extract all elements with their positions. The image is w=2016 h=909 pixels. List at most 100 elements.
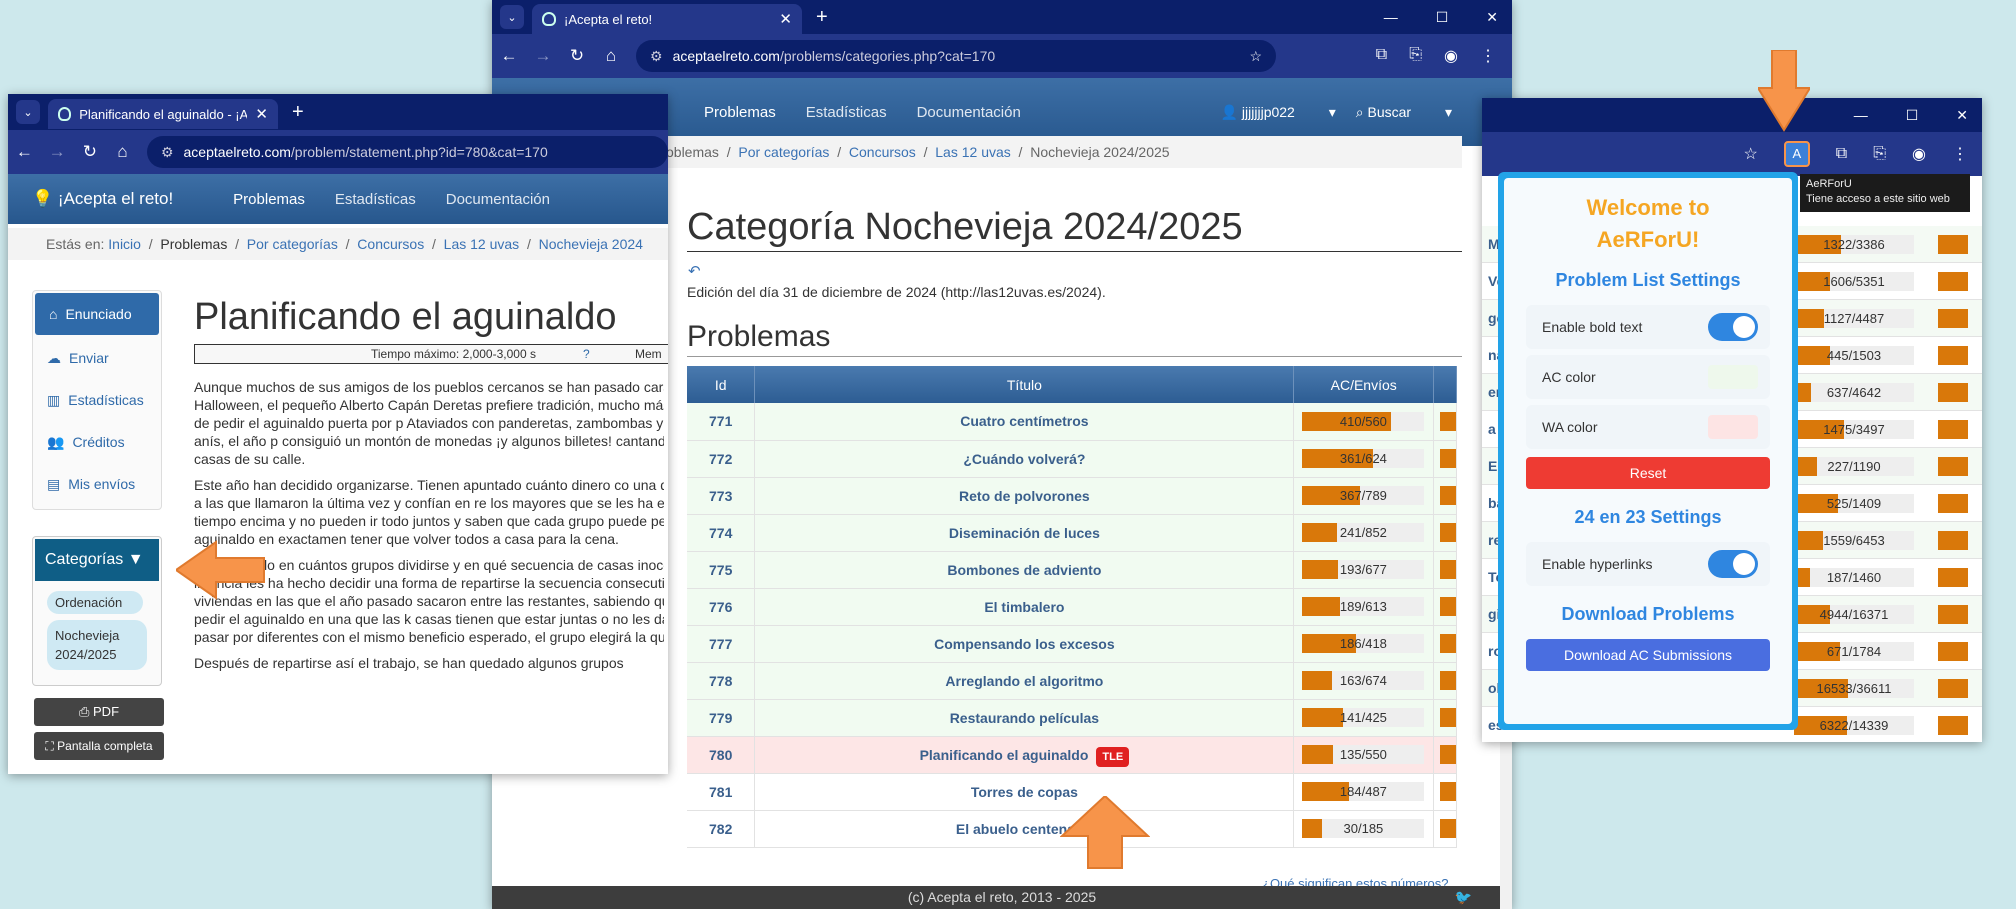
home-icon[interactable]: ⌂ [605,46,617,65]
problem-title-link[interactable]: Torres de copas [970,783,1078,800]
problem-title-cell[interactable]: Diseminación de luces [754,514,1295,552]
back-link-icon[interactable]: ↶ [688,263,701,280]
profile-icon[interactable]: ◉ [1912,146,1926,163]
brand-link[interactable]: 💡 ¡Acepta el reto! [32,189,174,208]
table-row[interactable]: 775 Bombones de adviento 193/677 [687,551,1457,589]
categories-toggle[interactable]: Categorías ▼ [35,539,159,581]
problem-id[interactable]: 771 [687,403,756,441]
extensions-icon[interactable]: ⧉ [1375,46,1388,63]
aerforu-extension-icon[interactable]: A [1783,141,1810,167]
enable-bold-toggle[interactable] [1708,313,1758,341]
pdf-button[interactable]: ⎙ PDF [34,698,164,726]
tab-search-button[interactable]: ⌄ [16,100,40,124]
breadcrumb-las12uvas[interactable]: Las 12 uvas [935,144,1011,160]
close-tab-icon[interactable]: ✕ [255,106,268,123]
tab-statement[interactable]: Planificando el aguinaldo - ¡Ace ✕ [48,99,278,129]
sidebar-mis-envios[interactable]: ▤ Mis envíos [33,463,161,505]
twitter-icon[interactable]: 🐦 [1454,889,1472,905]
problem-title-cell[interactable]: Planificando el aguinaldo TLE [754,736,1295,774]
site-info-icon[interactable]: ⚙ [650,47,663,64]
breadcrumb-las12uvas[interactable]: Las 12 uvas [443,236,520,252]
table-row[interactable]: 781 Torres de copas 184/487 [687,773,1457,811]
problem-title-cell[interactable]: Reto de polvorones [754,477,1295,515]
enable-hyperlinks-toggle[interactable] [1708,550,1758,578]
problem-title-link[interactable]: El timbalero [984,598,1065,615]
problem-id[interactable]: 778 [687,662,756,700]
problem-title-cell[interactable]: ¿Cuándo volverá? [754,440,1295,478]
sidebar-estadisticas[interactable]: ▥ Estadísticas [33,379,161,421]
breadcrumb-por-categorias[interactable]: Por categorías [246,236,338,252]
problem-id[interactable]: 779 [687,699,756,737]
breadcrumb-concursos[interactable]: Concursos [357,236,425,252]
reload-icon[interactable]: ↻ [82,142,97,161]
minimize-icon[interactable]: — [1853,106,1868,123]
cast-icon[interactable]: ⎘ [1409,46,1423,63]
problem-id[interactable]: 777 [687,625,756,663]
address-bar[interactable]: ⚙ aceptaelreto.com /problems/categories.… [636,40,1276,72]
new-tab-icon[interactable]: + [816,5,828,28]
forward-icon[interactable]: → [48,142,66,161]
problem-title-cell[interactable]: Compensando los excesos [754,625,1295,663]
problem-id[interactable]: 773 [687,477,756,515]
problem-id[interactable]: 775 [687,551,756,589]
table-row[interactable]: 777 Compensando los excesos 186/418 [687,625,1457,663]
reset-button[interactable]: Reset [1526,457,1770,489]
problem-title-cell[interactable]: El abuelo centenario [754,810,1295,848]
problem-title-link[interactable]: Reto de polvorones [959,487,1090,504]
bookmark-star-icon[interactable]: ☆ [1743,146,1758,163]
breadcrumb-problemas[interactable]: Problemas [160,236,228,252]
problem-title-link[interactable]: Restaurando películas [949,709,1100,726]
close-window-icon[interactable]: ✕ [1486,8,1498,25]
problem-title-link[interactable]: ¿Cuándo volverá? [963,450,1086,467]
problem-title-cell[interactable]: Arreglando el algoritmo [754,662,1295,700]
tab-categories[interactable]: ¡Acepta el reto! ✕ [532,4,802,34]
help-icon[interactable]: ? [583,347,590,361]
problem-title-cell[interactable]: Restaurando películas [754,699,1295,737]
problem-title-link[interactable]: Arreglando el algoritmo [945,672,1104,689]
reload-icon[interactable]: ↻ [569,46,585,65]
table-row[interactable]: 779 Restaurando películas 141/425 [687,699,1457,737]
breadcrumb-current[interactable]: Nochevieja 2024 [538,236,643,252]
table-row[interactable]: 776 El timbalero 189/613 [687,588,1457,626]
site-info-icon[interactable]: ⚙ [160,143,174,160]
problem-title-link[interactable]: Bombones de adviento [947,561,1102,578]
fullscreen-button[interactable]: ⛶ Pantalla completa [34,732,164,760]
profile-icon[interactable]: ◉ [1444,48,1458,65]
forward-icon[interactable]: → [534,46,552,65]
breadcrumb-por-categorias[interactable]: Por categorías [738,144,830,160]
problem-id[interactable]: 776 [687,588,756,626]
nav-estadisticas[interactable]: Estadísticas [334,190,416,208]
problem-title-link[interactable]: Diseminación de luces [948,524,1100,541]
new-tab-icon[interactable]: + [292,100,304,123]
ac-color-picker[interactable] [1708,365,1758,389]
problem-id[interactable]: 774 [687,514,756,552]
sidebar-enviar[interactable]: ☁ Enviar [33,337,161,379]
problem-title-link[interactable]: Compensando los excesos [934,635,1115,652]
maximize-icon[interactable]: ☐ [1435,8,1449,25]
problem-title-cell[interactable]: Bombones de adviento [754,551,1295,589]
sidebar-creditos[interactable]: 👥 Créditos [33,421,161,463]
problem-id[interactable]: 780 [687,736,756,774]
close-window-icon[interactable]: ✕ [1956,106,1968,123]
back-icon[interactable]: ← [15,142,33,161]
address-bar[interactable]: ⚙ aceptaelreto.com /problem/statement.ph… [146,136,668,168]
nav-documentacion[interactable]: Documentación [916,103,1021,121]
cast-icon[interactable]: ⎘ [1873,145,1887,162]
back-icon[interactable]: ← [500,46,518,65]
problem-title-link[interactable]: El abuelo centenario [955,820,1093,837]
table-row[interactable]: 772 ¿Cuándo volverá? 361/624 [687,440,1457,478]
breadcrumb-problemas[interactable]: Problemas [652,144,719,160]
maximize-icon[interactable]: ☐ [1905,106,1919,123]
table-row[interactable]: 771 Cuatro centímetros 410/560 [687,403,1457,441]
table-row[interactable]: 780 Planificando el aguinaldo TLE 135/550 [687,736,1457,774]
table-row[interactable]: 773 Reto de polvorones 367/789 [687,477,1457,515]
sidebar-enunciado[interactable]: ⌂ Enunciado [35,293,159,335]
problem-id[interactable]: 781 [687,773,756,811]
bookmark-star-icon[interactable]: ☆ [1249,47,1262,64]
breadcrumb-concursos[interactable]: Concursos [848,144,916,160]
minimize-icon[interactable]: — [1383,8,1398,25]
category-ordenacion[interactable]: Ordenación [47,591,143,614]
home-icon[interactable]: ⌂ [117,142,128,161]
problem-title-link[interactable]: Planificando el aguinaldo [919,746,1089,763]
breadcrumb-inicio[interactable]: Inicio [108,236,141,252]
